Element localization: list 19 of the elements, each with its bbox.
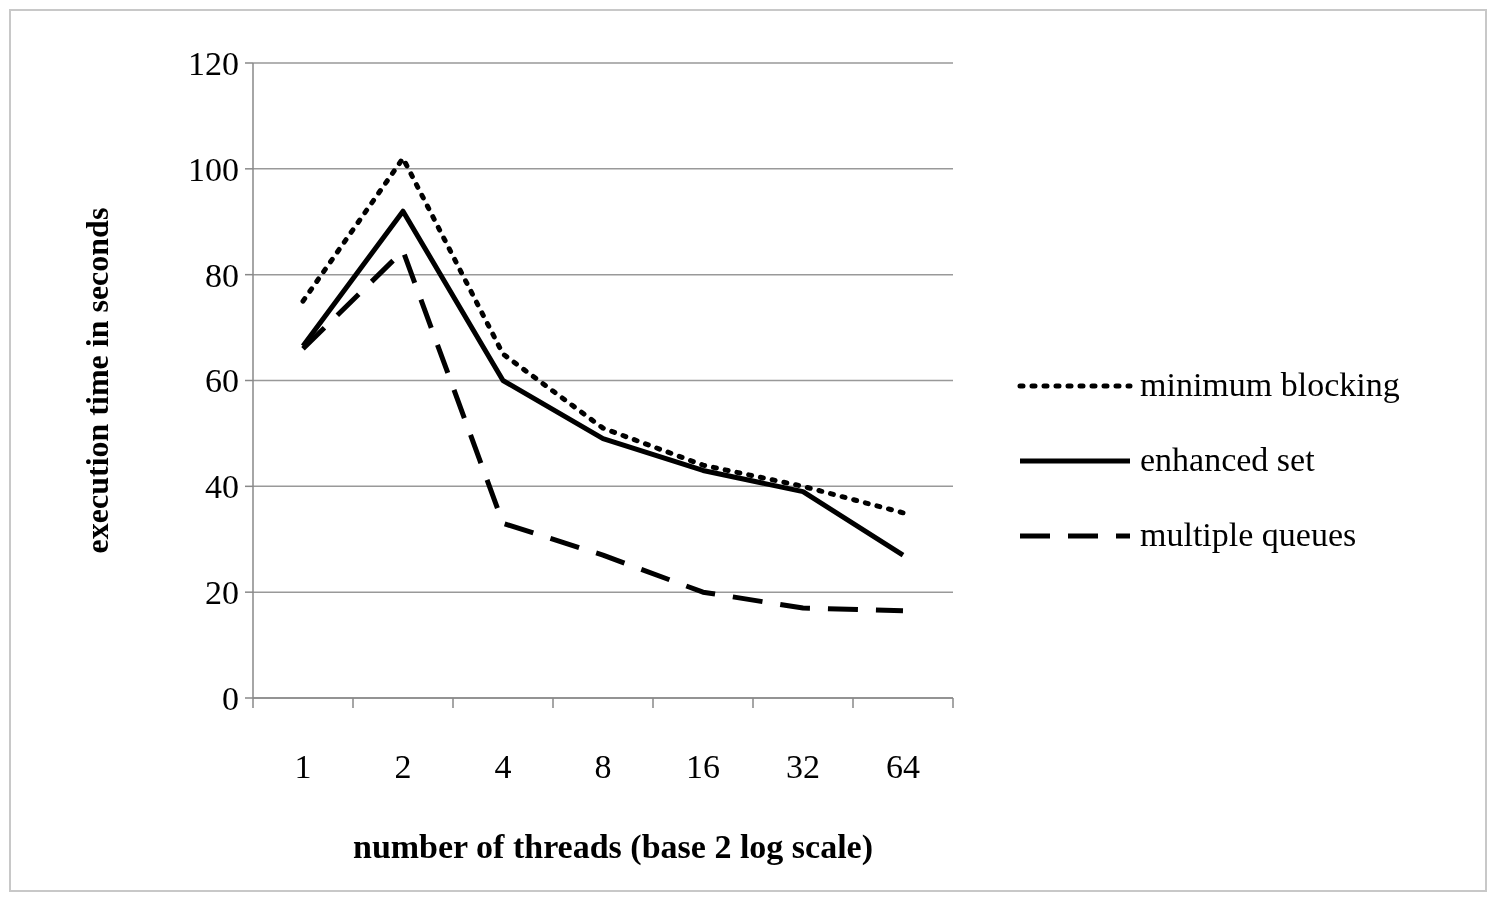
x-tick-label: 4 [494, 748, 512, 785]
y-tick-label: 60 [205, 362, 239, 400]
y-tick-label: 120 [188, 44, 239, 82]
legend-label: multiple queues [1140, 516, 1357, 553]
y-tick-label: 40 [205, 468, 239, 506]
y-tick-label: 100 [188, 150, 239, 188]
y-tick-label: 20 [205, 574, 239, 612]
y-axis-title: execution time in seconds [79, 207, 115, 554]
x-tick-label: 64 [886, 748, 920, 785]
x-axis-title: number of threads (base 2 log scale) [352, 828, 874, 866]
y-tick-label: 80 [205, 256, 239, 294]
y-tick-label: 0 [222, 679, 239, 717]
x-tick-label: 1 [294, 748, 312, 785]
legend-label: enhanced set [1140, 441, 1316, 478]
x-tick-label: 16 [686, 748, 720, 785]
x-tick-label: 2 [394, 748, 412, 785]
x-tick-label: 32 [786, 748, 820, 785]
legend-label: minimum blocking [1140, 366, 1400, 403]
x-tick-label: 8 [594, 748, 612, 785]
